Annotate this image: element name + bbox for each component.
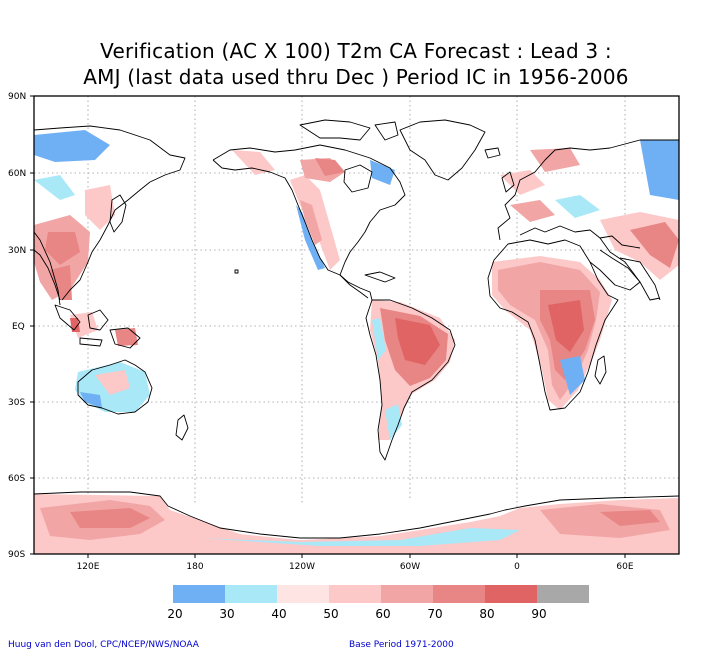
lon-label: 60W — [400, 562, 420, 572]
legend-swatch — [173, 585, 225, 603]
legend-swatch — [277, 585, 329, 603]
map-layers — [34, 96, 679, 554]
legend-label: 30 — [219, 607, 235, 621]
author-credit: Huug van den Dool, CPC/NCEP/NWS/NOAA — [8, 640, 199, 650]
map-frame — [33, 95, 680, 555]
legend-swatch — [537, 585, 589, 603]
lon-label: 180 — [186, 562, 203, 572]
legend-swatch — [485, 585, 537, 603]
legend-label: 60 — [375, 607, 391, 621]
tick-marks — [30, 95, 626, 558]
lat-label: 60N — [8, 169, 26, 179]
lat-label: EQ — [12, 322, 25, 332]
legend-label: 40 — [271, 607, 287, 621]
land-shading — [34, 130, 679, 440]
antarctica-shading — [34, 494, 679, 554]
latitude-labels: 90N 60N 30N EQ 30S 60S 90S — [8, 92, 26, 560]
legend-label: 90 — [531, 607, 547, 621]
base-period-note: Base Period 1971-2000 — [349, 640, 454, 650]
lon-label: 0 — [514, 562, 520, 572]
coastlines — [34, 119, 679, 539]
legend-swatch — [329, 585, 381, 603]
title-line-1: Verification (AC X 100) T2m CA Forecast … — [100, 39, 612, 63]
longitude-labels: 120E 180 120W 60W 0 60E — [77, 562, 634, 572]
legend-label: 80 — [479, 607, 495, 621]
lat-label: 30S — [8, 398, 25, 408]
lat-label: 60S — [8, 474, 25, 484]
lat-label: 90N — [8, 92, 26, 102]
legend-swatch — [381, 585, 433, 603]
map-title: Verification (AC X 100) T2m CA Forecast … — [0, 38, 712, 90]
lat-label: 30N — [8, 246, 26, 256]
lat-label: 90S — [8, 550, 25, 560]
legend-swatch — [225, 585, 277, 603]
legend-label: 20 — [167, 607, 183, 621]
lon-label: 120E — [77, 562, 100, 572]
legend-swatch — [433, 585, 485, 603]
legend-label: 50 — [323, 607, 339, 621]
legend-label: 70 — [427, 607, 443, 621]
title-line-2: AMJ (last data used thru Dec ) Period IC… — [83, 65, 629, 89]
lon-label: 60E — [616, 562, 633, 572]
lon-label: 120W — [289, 562, 315, 572]
